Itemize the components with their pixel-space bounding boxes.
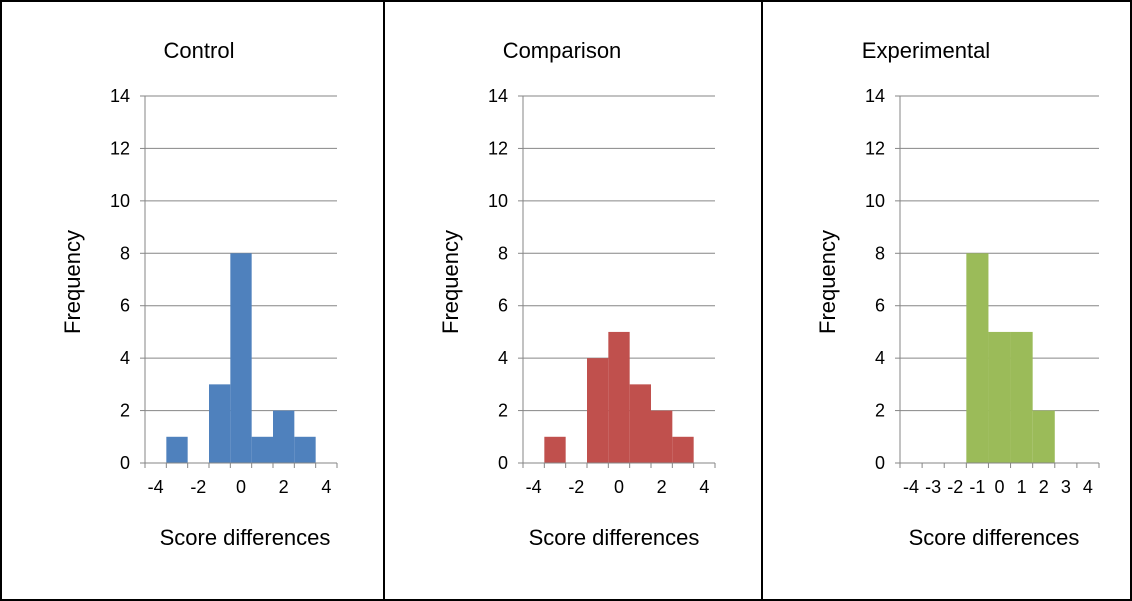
x-tick-label: -4 bbox=[526, 477, 542, 497]
histogram-bar bbox=[651, 410, 673, 463]
x-tick-label: -4 bbox=[148, 477, 164, 497]
y-tick-label: 0 bbox=[120, 453, 130, 473]
x-tick-label: 0 bbox=[236, 477, 246, 497]
panel-comparison: Comparison Frequency Score differences 0… bbox=[438, 38, 716, 550]
histogram-bar bbox=[629, 384, 651, 463]
y-tick-label: 2 bbox=[498, 401, 508, 421]
y-axis-label: Frequency bbox=[815, 230, 840, 334]
y-tick-label: 12 bbox=[488, 138, 508, 158]
y-tick-label: 8 bbox=[498, 243, 508, 263]
y-tick-label: 6 bbox=[120, 296, 130, 316]
y-tick-label: 2 bbox=[875, 401, 885, 421]
x-tick-label: -1 bbox=[969, 477, 985, 497]
histogram-bar bbox=[166, 436, 188, 463]
y-tick-label: 4 bbox=[120, 348, 130, 368]
y-tick-label: 8 bbox=[875, 243, 885, 263]
x-tick-label: -2 bbox=[190, 477, 206, 497]
y-axis-label: Frequency bbox=[60, 230, 85, 334]
x-tick-label: 4 bbox=[699, 477, 709, 497]
x-tick-label: 1 bbox=[1017, 477, 1027, 497]
y-tick-label: 14 bbox=[488, 86, 508, 106]
x-tick-label: 0 bbox=[614, 477, 624, 497]
x-tick-label: 3 bbox=[1061, 477, 1071, 497]
x-axis-label: Score differences bbox=[160, 525, 331, 550]
x-tick-label: 2 bbox=[279, 477, 289, 497]
y-tick-label: 8 bbox=[120, 243, 130, 263]
panel-control: Control Frequency Score differences 0 2 4 6… bbox=[60, 38, 338, 550]
x-tick-label: 2 bbox=[657, 477, 667, 497]
histogram-bar bbox=[273, 410, 295, 463]
x-tick-label: -2 bbox=[947, 477, 963, 497]
y-axis-label: Frequency bbox=[438, 230, 463, 334]
plot-area-control: 0 2 4 6 8 10 12 14 -4 -2 0 2 4 bbox=[110, 86, 338, 497]
histogram-bar bbox=[1032, 410, 1055, 463]
histogram-bar bbox=[608, 331, 630, 463]
histogram-bar bbox=[544, 436, 566, 463]
y-tick-label: 10 bbox=[488, 191, 508, 211]
y-tick-label: 10 bbox=[110, 191, 130, 211]
panel-experimental: Experimental Frequency Score differences… bbox=[815, 38, 1100, 550]
x-tick-label: -3 bbox=[925, 477, 941, 497]
x-tick-label: -2 bbox=[568, 477, 584, 497]
y-tick-label: 14 bbox=[865, 86, 885, 106]
y-tick-label: 2 bbox=[120, 401, 130, 421]
x-axis-label: Score differences bbox=[529, 525, 700, 550]
y-tick-label: 6 bbox=[875, 296, 885, 316]
histogram-bar bbox=[988, 331, 1011, 463]
x-tick-label: 2 bbox=[1039, 477, 1049, 497]
histogram-bar bbox=[1010, 331, 1033, 463]
x-tick-label: -4 bbox=[903, 477, 919, 497]
y-tick-label: 4 bbox=[875, 348, 885, 368]
x-axis-label: Score differences bbox=[909, 525, 1080, 550]
x-tick-label: 4 bbox=[1083, 477, 1093, 497]
chart-title: Comparison bbox=[503, 38, 622, 63]
y-tick-label: 12 bbox=[110, 138, 130, 158]
y-tick-label: 12 bbox=[865, 138, 885, 158]
x-tick-label: 0 bbox=[994, 477, 1004, 497]
x-tick-label: 4 bbox=[321, 477, 331, 497]
histogram-bar bbox=[672, 436, 694, 463]
plot-area-comparison: 0 2 4 6 8 10 12 14 -4 -2 0 2 4 bbox=[488, 86, 716, 497]
y-tick-label: 4 bbox=[498, 348, 508, 368]
y-tick-label: 0 bbox=[875, 453, 885, 473]
histogram-bar bbox=[966, 253, 989, 463]
y-tick-label: 6 bbox=[498, 296, 508, 316]
histogram-bar bbox=[209, 384, 231, 463]
chart-title: Control bbox=[164, 38, 235, 63]
y-tick-label: 10 bbox=[865, 191, 885, 211]
y-tick-label: 0 bbox=[498, 453, 508, 473]
y-tick-label: 14 bbox=[110, 86, 130, 106]
histogram-bar bbox=[251, 436, 273, 463]
histogram-bar bbox=[587, 358, 609, 463]
histogram-bar bbox=[294, 436, 316, 463]
chart-title: Experimental bbox=[862, 38, 990, 63]
histogram-bar bbox=[230, 253, 252, 463]
